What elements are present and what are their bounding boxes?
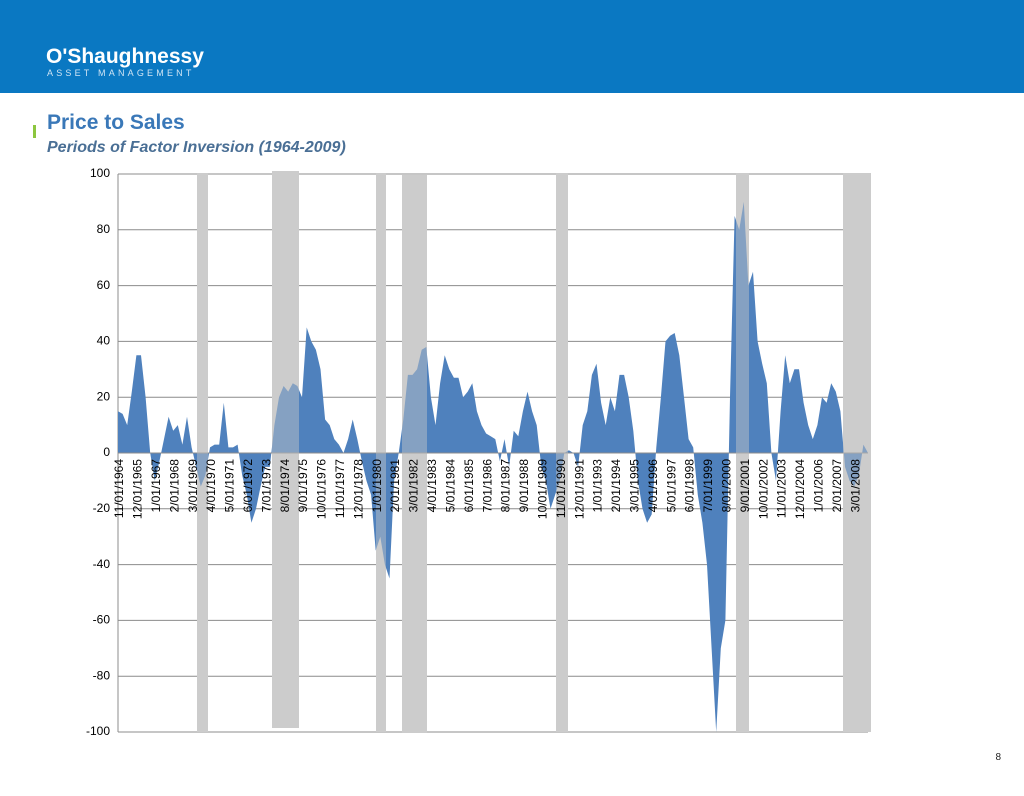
x-tick-label: 7/01/1986 (480, 459, 494, 513)
y-tick-label: 40 (97, 334, 111, 348)
x-tick-label: 1/01/1993 (591, 459, 605, 513)
x-tick-label: 2/01/1981 (388, 459, 402, 513)
x-tick-label: 10/01/1976 (315, 459, 329, 519)
title-accent (33, 125, 36, 138)
x-tick-label: 11/01/1964 (112, 459, 126, 518)
x-tick-label: 1/01/1980 (370, 459, 384, 513)
x-tick-label: 2/01/1968 (167, 459, 181, 513)
page-number: 8 (995, 752, 1001, 763)
header-bar (0, 0, 1024, 93)
y-tick-label: -100 (86, 724, 110, 738)
axis-labels: -100 -80 -60 -40 -20 0 20 40 60 80 100 11/01/1964 12… (86, 166, 862, 738)
x-tick-label: 6/01/1998 (683, 459, 697, 513)
x-tick-label: 9/01/2001 (738, 459, 752, 513)
logo: O'Shaughnessy (46, 45, 204, 68)
x-tick-label: 5/01/1997 (664, 459, 678, 513)
x-tick-label: 6/01/1985 (462, 459, 476, 513)
x-tick-label: 8/01/2000 (720, 459, 734, 513)
x-tick-label: 3/01/1982 (407, 459, 421, 513)
y-tick-label: -80 (93, 668, 111, 682)
x-tick-label: 11/01/1977 (333, 459, 347, 518)
chart-subtitle: Periods of Factor Inversion (1964-2009) (47, 139, 346, 156)
x-tick-label: 6/01/1972 (241, 459, 255, 513)
x-tick-label: 1/01/1967 (149, 459, 163, 513)
x-tick-label: 3/01/2008 (848, 459, 862, 513)
y-tick-label: 80 (97, 222, 111, 236)
x-tick-label: 9/01/1988 (517, 459, 531, 513)
y-tick-label: -20 (93, 501, 111, 515)
y-tick-label: 60 (97, 278, 111, 292)
inversion-band (376, 173, 386, 732)
y-tick-label: -60 (93, 613, 111, 627)
inversion-band (843, 173, 871, 732)
x-tick-label: 9/01/1975 (296, 459, 310, 513)
x-tick-label: 7/01/1999 (701, 459, 715, 513)
inversion-band (736, 173, 749, 732)
inversion-band (197, 173, 208, 732)
y-tick-label: 0 (103, 445, 110, 459)
x-tick-label: 3/01/1995 (628, 459, 642, 513)
x-tick-label: 8/01/1987 (499, 459, 513, 513)
x-tick-label: 4/01/1983 (425, 459, 439, 513)
x-tick-label: 11/01/2003 (775, 459, 789, 518)
x-tick-label: 7/01/1973 (259, 459, 273, 513)
x-tick-label: 2/01/2007 (830, 459, 844, 513)
x-tick-label: 12/01/1991 (572, 459, 586, 519)
x-tick-label: 12/01/1965 (131, 459, 145, 519)
y-tick-label: -40 (93, 557, 111, 571)
x-tick-label: 3/01/1969 (186, 459, 200, 513)
x-tick-label: 12/01/2004 (793, 459, 807, 519)
inversion-band (556, 173, 568, 732)
x-tick-label: 10/01/2002 (756, 459, 770, 519)
x-tick-label: 1/01/2006 (812, 459, 826, 513)
inversion-band (272, 171, 299, 728)
x-tick-label: 11/01/1990 (554, 459, 568, 518)
y-tick-label: 100 (90, 166, 110, 180)
x-tick-label: 4/01/1970 (204, 459, 218, 513)
logo-tagline: ASSET MANAGEMENT (47, 68, 195, 78)
chart-title: Price to Sales (47, 111, 185, 134)
x-tick-label: 2/01/1994 (609, 459, 623, 513)
x-tick-label: 5/01/1971 (223, 459, 237, 513)
x-tick-label: 12/01/1978 (351, 459, 365, 519)
inversion-band (402, 175, 427, 733)
x-tick-label: 5/01/1984 (443, 459, 457, 513)
plot (118, 201, 868, 732)
x-tick-label: 4/01/1996 (646, 459, 660, 513)
inversion-periods-overlay (197, 171, 871, 733)
y-tick-label: 20 (97, 389, 111, 403)
area (118, 201, 868, 732)
x-tick-label: 10/01/1989 (535, 459, 549, 519)
inversion-band (402, 175, 427, 733)
x-tick-label: 8/01/1974 (278, 459, 292, 513)
